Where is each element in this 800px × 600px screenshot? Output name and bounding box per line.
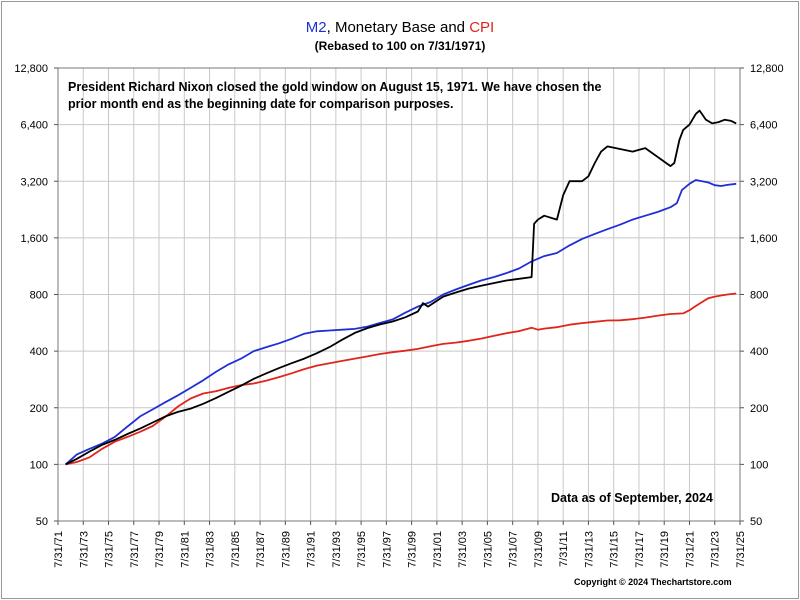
chart-subtitle: (Rebased to 100 on 7/31/1971) <box>314 39 486 53</box>
y-tick-label-left: 100 <box>30 459 48 471</box>
x-tick-label: 7/31/23 <box>710 531 722 568</box>
x-tick-label: 7/31/01 <box>432 531 444 568</box>
x-tick-label: 7/31/93 <box>331 531 343 568</box>
x-tick-label: 7/31/77 <box>129 531 141 568</box>
annotation-note: President Richard Nixon closed the gold … <box>68 80 602 111</box>
x-tick-label: 7/31/71 <box>53 531 65 568</box>
y-tick-label-left: 200 <box>30 403 48 415</box>
x-tick-label: 7/31/83 <box>205 531 217 568</box>
x-tick-label: 7/31/73 <box>78 531 90 568</box>
x-tick-label: 7/31/07 <box>508 531 520 568</box>
series-line-monetary-base <box>65 109 737 466</box>
x-tick-label: 7/31/79 <box>154 531 166 568</box>
x-tick-label: 7/31/89 <box>280 531 292 568</box>
x-tick-label: 7/31/91 <box>306 531 318 568</box>
y-tick-label-left: 6,400 <box>20 120 48 132</box>
x-tick-label: 7/31/19 <box>659 531 671 568</box>
x-tick-label: 7/31/95 <box>356 531 368 568</box>
x-tick-label: 7/31/11 <box>558 531 570 567</box>
x-tick-label: 7/31/09 <box>533 531 545 568</box>
y-tick-label-right: 200 <box>750 403 768 415</box>
y-tick-label-left: 400 <box>30 346 48 358</box>
title-monetary-base: , Monetary Base and <box>326 19 470 36</box>
y-tick-label-right: 3,200 <box>750 176 778 188</box>
series-line-cpi <box>65 292 737 466</box>
y-tick-label-left: 1,600 <box>20 233 48 245</box>
x-tick-label: 7/31/05 <box>482 531 494 568</box>
y-tick-label-right: 6,400 <box>750 120 778 132</box>
y-tick-label-left: 3,200 <box>20 176 48 188</box>
x-tick-label: 7/31/85 <box>230 531 242 568</box>
y-tick-label-right: 1,600 <box>750 233 778 245</box>
series-line-m2 <box>65 179 737 466</box>
x-tick-label: 7/31/97 <box>381 531 393 568</box>
y-tick-label-right: 800 <box>750 290 768 302</box>
as-of-label: Data as of September, 2024 <box>551 491 713 505</box>
y-tick-label-left: 800 <box>30 290 48 302</box>
x-tick-label: 7/31/17 <box>634 531 646 568</box>
y-tick-label-left: 12,800 <box>14 63 48 75</box>
x-tick-label: 7/31/99 <box>407 531 419 568</box>
x-tick-label: 7/31/87 <box>255 531 267 568</box>
title-cpi: CPI <box>469 19 495 36</box>
copyright-label: Copyright © 2024 Thechartstore.com <box>574 577 732 587</box>
y-tick-label-right: 100 <box>750 459 768 471</box>
y-tick-label-right: 12,800 <box>750 63 784 75</box>
x-tick-label: 7/31/81 <box>179 531 191 568</box>
x-tick-label: 7/31/03 <box>457 531 469 568</box>
x-tick-label: 7/31/21 <box>684 531 696 568</box>
y-tick-label-right: 50 <box>750 516 762 528</box>
x-tick-label: 7/31/15 <box>609 531 621 568</box>
y-tick-label-right: 400 <box>750 346 768 358</box>
x-tick-label: 7/31/75 <box>104 531 116 568</box>
y-tick-label-left: 50 <box>36 516 48 528</box>
chart-title: M2, Monetary Base and CPI <box>0 19 800 36</box>
title-m2: M2 <box>305 19 327 36</box>
x-tick-label: 7/31/25 <box>735 531 747 568</box>
x-tick-label: 7/31/13 <box>583 531 595 568</box>
